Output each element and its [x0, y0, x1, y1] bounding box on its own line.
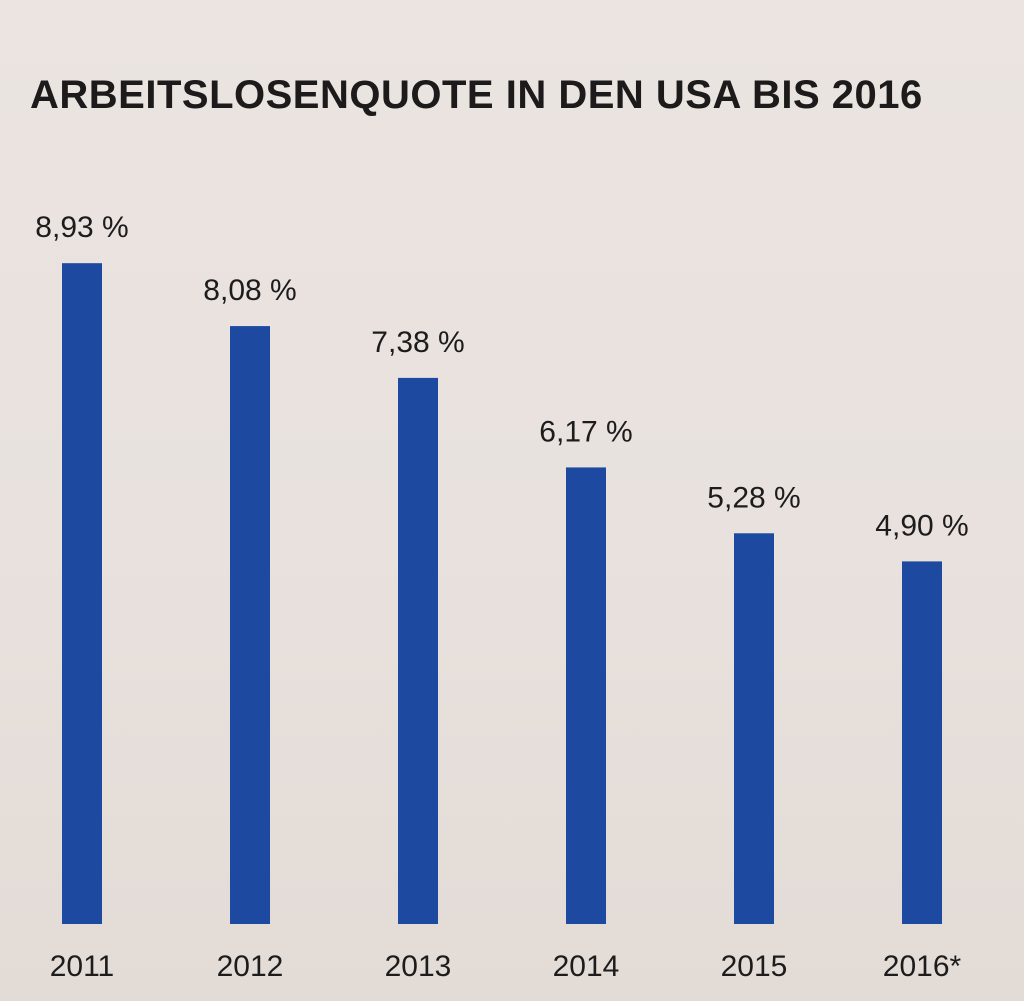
- value-label-2012: 8,08 %: [203, 274, 296, 307]
- value-label-2014: 6,17 %: [539, 415, 632, 448]
- category-label-2015: 2015: [721, 950, 788, 983]
- bars-group: [62, 263, 942, 925]
- bar-2011: [62, 263, 102, 924]
- value-labels-group: 8,93 % 8,08 % 7,38 % 6,17 % 5,28 % 4,90 %: [35, 211, 968, 542]
- category-label-2011: 2011: [50, 950, 115, 983]
- chart-title: ARBEITSLOSENQUOTE IN DEN USA BIS 2016: [30, 73, 923, 117]
- bar-2012: [230, 326, 270, 925]
- bar-2014: [566, 467, 606, 924]
- value-label-2013: 7,38 %: [371, 326, 464, 359]
- category-labels-group: 2011 2012 2013 2014 2015 2016*: [50, 950, 962, 983]
- category-label-2014: 2014: [553, 950, 620, 983]
- category-label-2013: 2013: [385, 950, 452, 983]
- value-label-2016: 4,90 %: [875, 509, 968, 542]
- category-label-2016: 2016*: [883, 950, 962, 983]
- value-label-2011: 8,93 %: [35, 211, 128, 244]
- bar-2015: [734, 533, 774, 924]
- bar-2016: [902, 561, 942, 924]
- value-label-2015: 5,28 %: [707, 481, 800, 514]
- bar-2013: [398, 377, 438, 924]
- category-label-2012: 2012: [217, 950, 284, 983]
